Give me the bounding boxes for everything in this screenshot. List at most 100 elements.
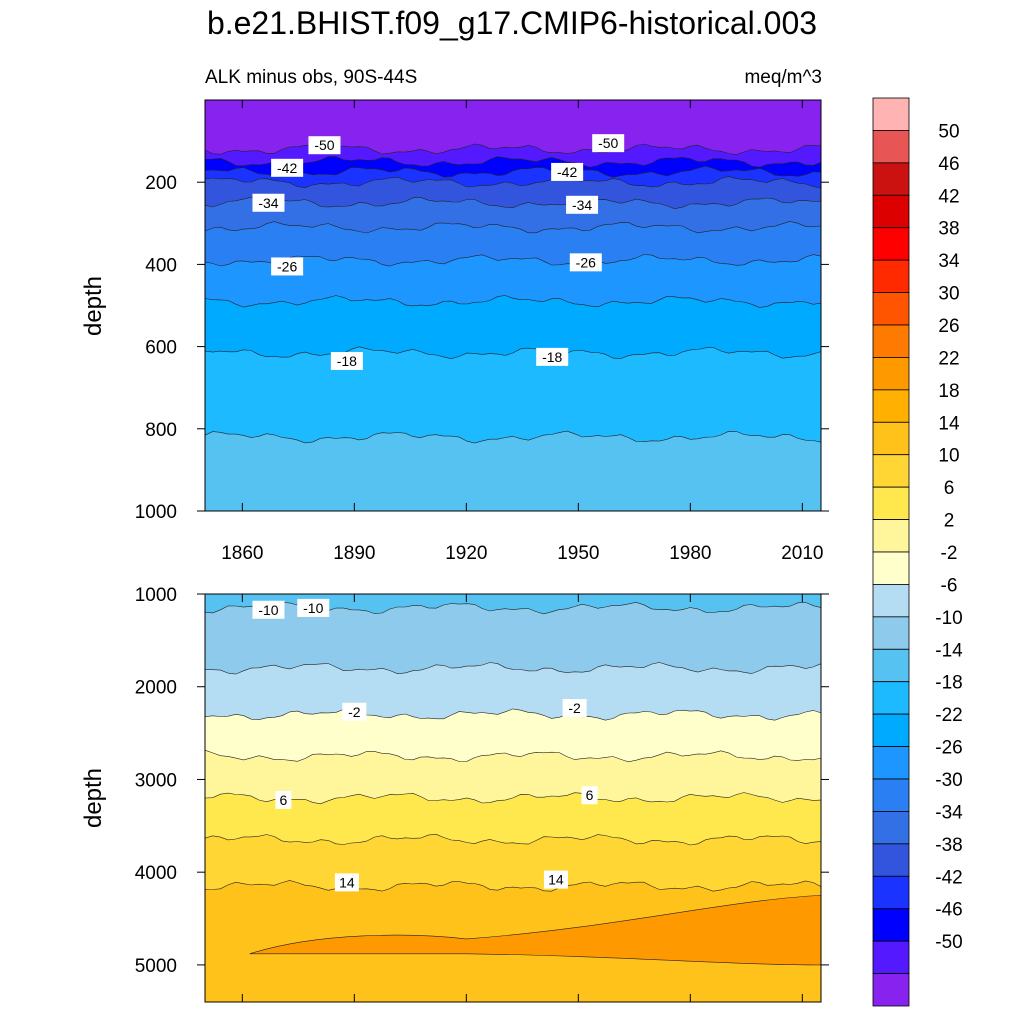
- contour-label: -18: [536, 347, 569, 366]
- contour-line: [204, 220, 822, 234]
- contour-label-box: [334, 873, 359, 892]
- contour-band: [205, 100, 821, 155]
- contour-band: [205, 708, 821, 762]
- contour-label-text: -50: [598, 135, 618, 151]
- colorbar-label: 34: [938, 251, 960, 272]
- x-tick-label: 1980: [669, 543, 711, 564]
- contour-band: [205, 295, 821, 359]
- top-y-axis-label: depth: [80, 276, 107, 336]
- contour-line: [204, 254, 822, 267]
- colorbar-label: -18: [935, 673, 962, 694]
- colorbar-label: -14: [935, 640, 963, 661]
- colorbar-swatch: [872, 778, 910, 812]
- colorbar-swatch: [872, 97, 910, 131]
- contour-label: 6: [581, 786, 598, 805]
- x-tick-label: 1860: [221, 543, 263, 564]
- contour-label-text: -34: [258, 195, 278, 211]
- contour-line: [204, 430, 822, 444]
- contour-label-box: [308, 136, 341, 155]
- contour-label-text: -34: [572, 197, 592, 213]
- contour-label-box: [581, 786, 598, 805]
- contour-label-box: [271, 158, 304, 177]
- contour-label-text: 6: [280, 792, 288, 808]
- colorbar-label: -42: [935, 867, 962, 888]
- y-tick-label: 200: [145, 173, 177, 194]
- colorbar-label: -2: [941, 543, 958, 564]
- contour-band: [205, 221, 821, 267]
- colorbar-swatch: [872, 130, 910, 164]
- colorbar-label: -38: [935, 835, 962, 856]
- bottom-plot-frame: [204, 593, 822, 1003]
- top-panel: ALK minus obs, 90S-44S meq/m^3 -50 -50 -42…: [80, 67, 829, 564]
- contour-band: [205, 834, 821, 892]
- contour-line: [204, 165, 822, 178]
- colorbar-label: -30: [935, 770, 962, 791]
- contour-band: [205, 197, 821, 233]
- contour-line: [204, 295, 822, 308]
- y-tick-label: 1000: [135, 502, 177, 523]
- figure-title: b.e21.BHIST.f09_g17.CMIP6-historical.003: [207, 5, 817, 41]
- colorbar-label: -10: [935, 608, 962, 629]
- colorbar-label: 38: [938, 219, 959, 240]
- colorbar-swatch: [872, 551, 910, 585]
- colorbar-swatch: [872, 584, 910, 618]
- colorbar-label: 22: [938, 348, 959, 369]
- contour-label-text: -26: [277, 258, 297, 274]
- colorbar-label: -22: [935, 705, 962, 726]
- x-tick-label: 1890: [333, 543, 375, 564]
- contour-label-text: -18: [337, 353, 357, 369]
- colorbar-swatch: [872, 648, 910, 683]
- units-label: meq/m^3: [744, 67, 822, 88]
- y-tick-label: 800: [145, 420, 177, 441]
- contour-label: -50: [308, 136, 341, 155]
- contour-band: [205, 792, 821, 845]
- colorbar-swatch: [872, 811, 910, 845]
- colorbar-swatch: [872, 973, 910, 1007]
- contour-label: -26: [271, 257, 304, 276]
- x-tick-label: 1950: [557, 543, 599, 564]
- contour-label-text: -10: [303, 600, 323, 616]
- contour-band: [205, 143, 821, 168]
- colorbar-swatch: [872, 324, 910, 358]
- contour-label: -42: [271, 158, 304, 177]
- contour-label-text: -10: [258, 602, 278, 618]
- colorbar-label: -46: [935, 900, 962, 921]
- colorbar-swatch: [872, 713, 910, 747]
- contour-label-box: [569, 253, 602, 272]
- colorbar-swatch: [872, 421, 910, 456]
- bottom-panel: -10 -10 -2 -2 6 6 14 14 1000 2000 3000 4000 5000 de…: [80, 585, 829, 1003]
- colorbar-label: 14: [938, 413, 960, 434]
- colorbar-label: 42: [938, 186, 959, 207]
- contour-label: -10: [297, 598, 330, 617]
- contour-label-text: 14: [339, 874, 355, 890]
- contour-label: -10: [252, 600, 285, 619]
- y-tick-label: 600: [145, 338, 177, 359]
- y-tick-label: 3000: [135, 770, 177, 791]
- contour-label-box: [342, 702, 367, 721]
- contour-label-box: [551, 162, 584, 181]
- contour-label-text: -2: [568, 700, 581, 716]
- contour-line: [204, 792, 822, 805]
- contour-label-text: -18: [542, 349, 562, 365]
- bottom-contour-fill: [205, 594, 822, 1002]
- contour-band: [205, 602, 821, 675]
- colorbar-swatch: [872, 940, 910, 974]
- contour-label-box: [252, 600, 285, 619]
- colorbar-label: 30: [938, 284, 959, 305]
- contour-label: 6: [275, 790, 292, 809]
- colorbar-swatch: [872, 454, 910, 488]
- colorbar-swatch: [872, 908, 910, 942]
- contour-label: -50: [592, 134, 625, 153]
- contour-label-box: [562, 699, 587, 718]
- bottom-axes: 1000 2000 3000 4000 5000: [135, 585, 829, 1002]
- colorbar-label: 46: [938, 154, 959, 175]
- top-contour-lines: [204, 143, 822, 444]
- colorbar-label: 10: [938, 446, 959, 467]
- contour-line: [204, 143, 822, 156]
- contour-label-box: [536, 347, 569, 366]
- contour-band: [205, 156, 821, 178]
- contour-line: [204, 346, 822, 360]
- contour-label-box: [252, 193, 285, 212]
- contour-line: [204, 176, 822, 189]
- contour-band: [205, 431, 821, 511]
